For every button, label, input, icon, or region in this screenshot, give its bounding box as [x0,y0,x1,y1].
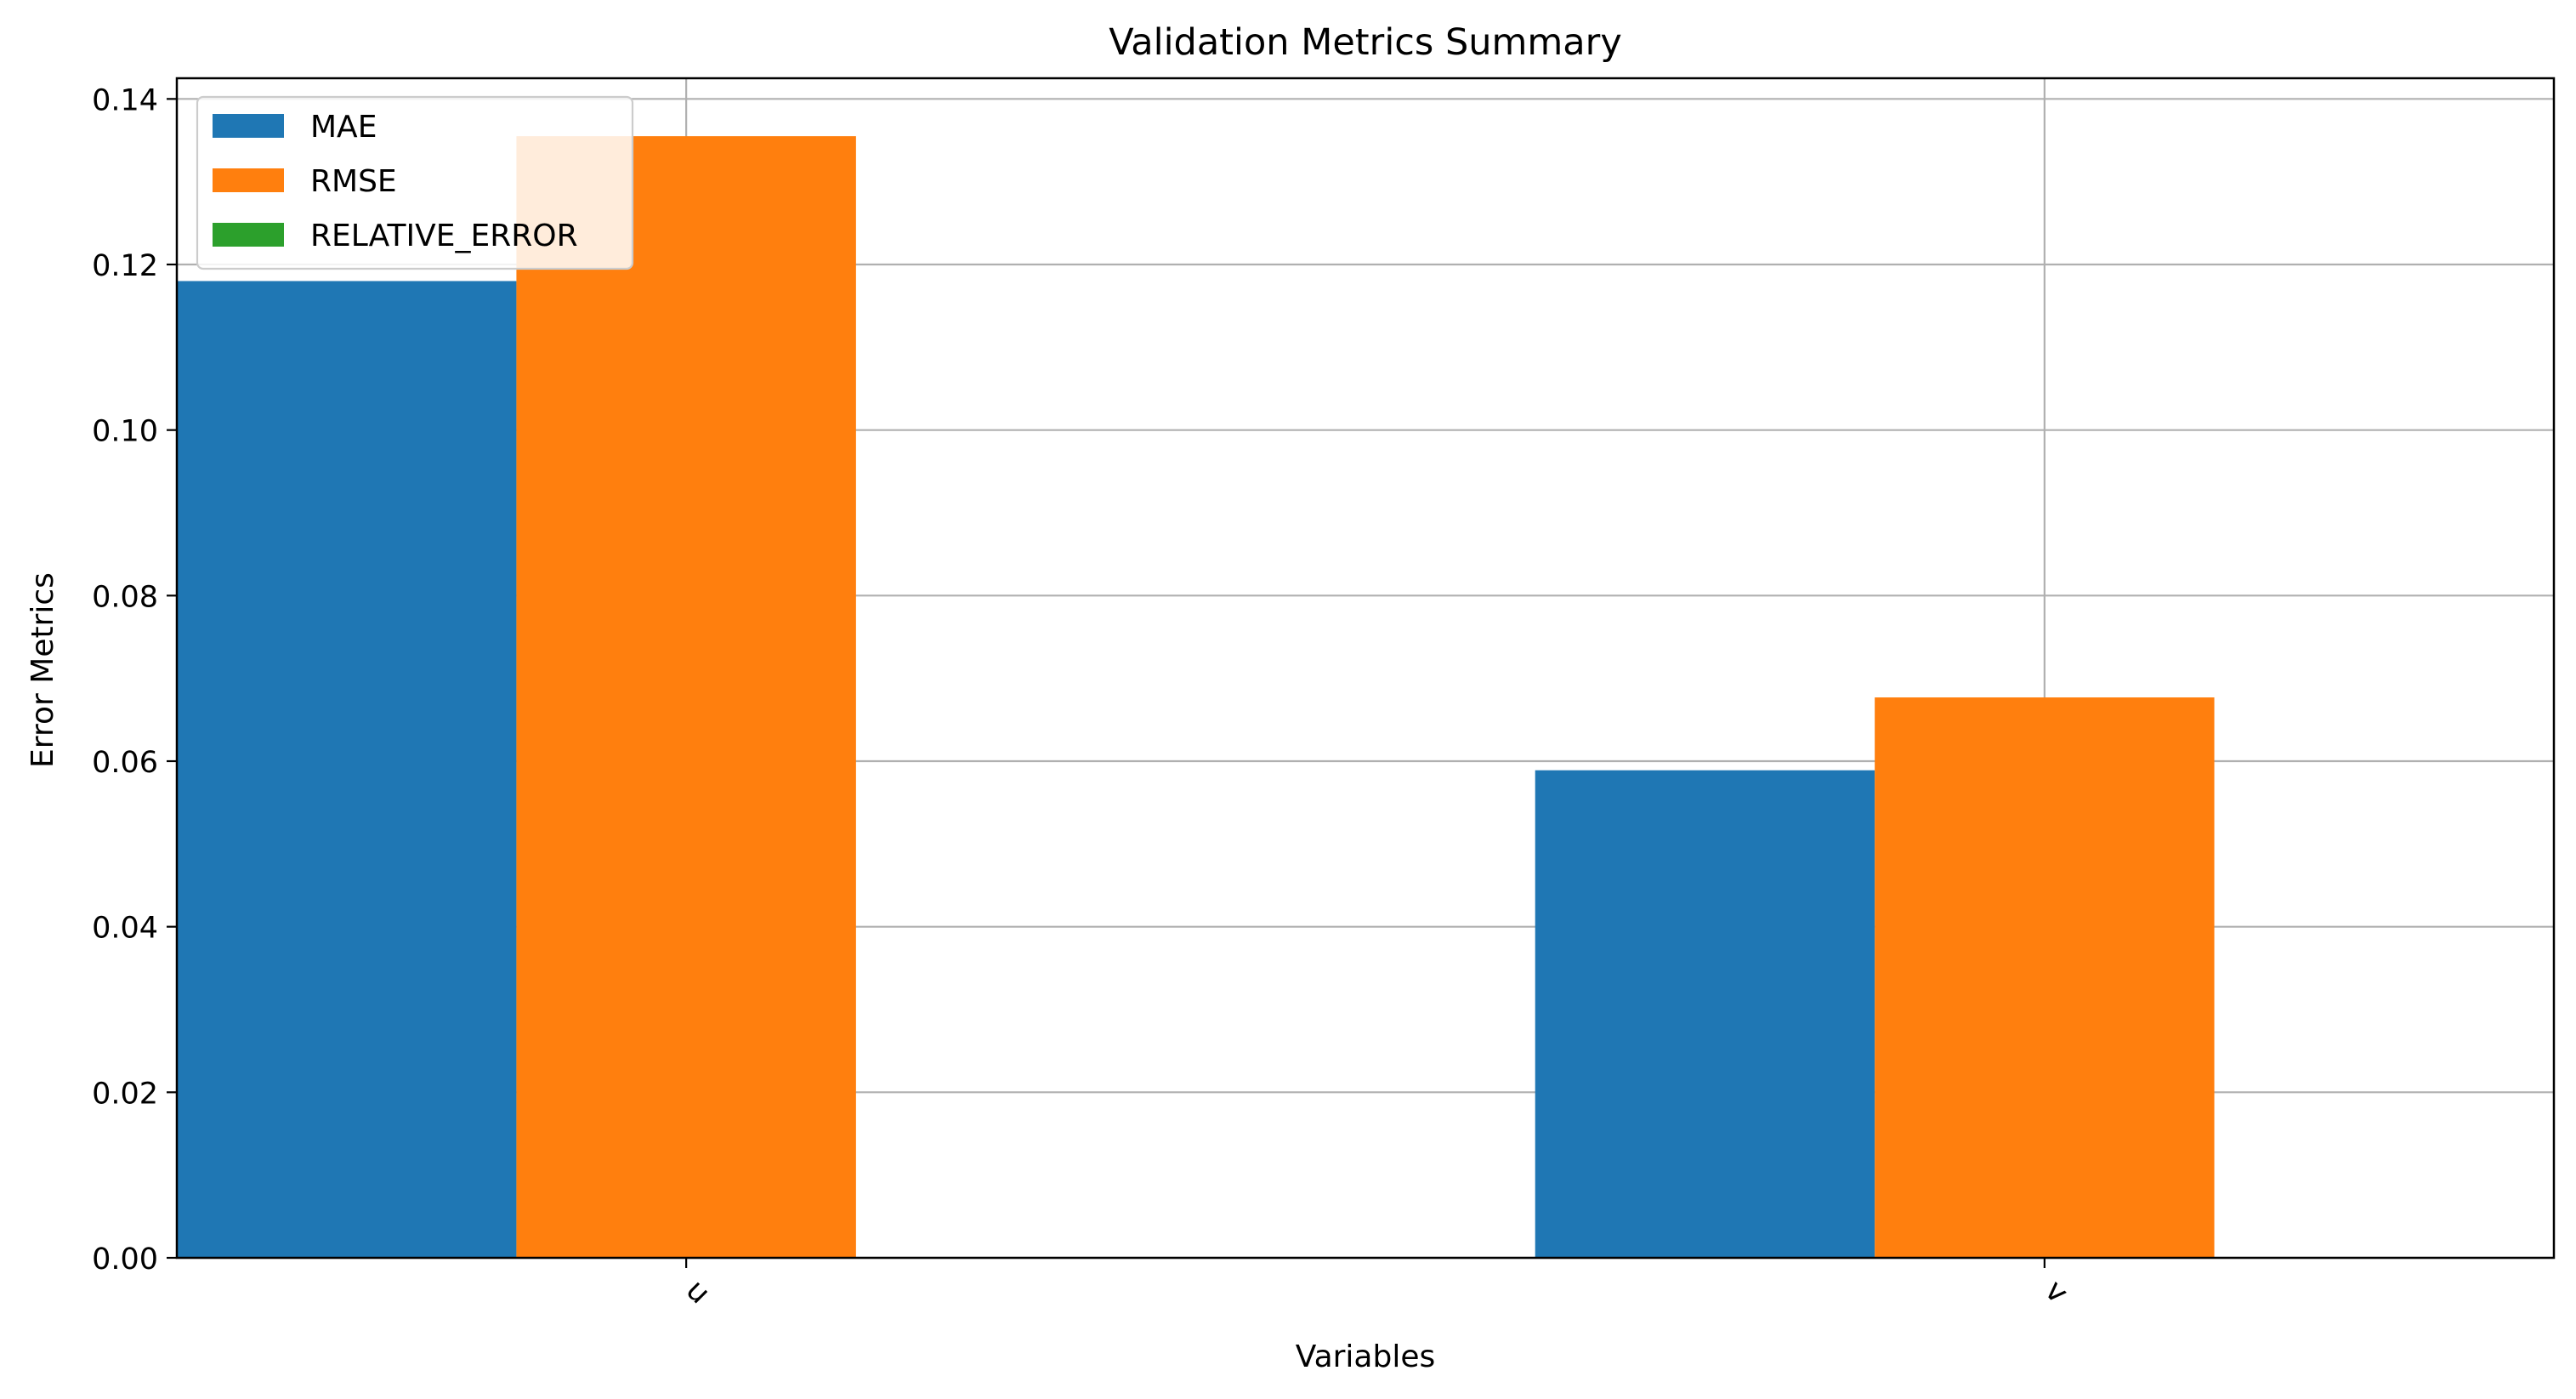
chart-title: Validation Metrics Summary [1109,21,1622,64]
legend-label: RELATIVE_ERROR [310,219,578,253]
legend-swatch [213,114,284,138]
legend-label: RMSE [310,164,397,199]
legend-swatch [213,168,284,192]
legend: MAE RMSE RELATIVE_ERROR [196,95,634,270]
plot-frame [175,77,2556,1260]
legend-swatch [213,223,284,247]
y-axis-ticks: 0.00 0.02 0.04 0.06 0.08 0.10 0.12 0.14 [92,83,177,1277]
legend-label: MAE [310,110,377,145]
y-tick-label: 0.08 [92,580,158,614]
y-tick-label: 0.10 [92,415,158,449]
y-tick-label: 0.04 [92,912,158,946]
bars [177,136,2215,1259]
y-tick-label: 0.14 [92,83,158,117]
bar-rmse-u [516,136,856,1259]
y-tick-label: 0.02 [92,1077,158,1111]
x-axis-label: Variables [1296,1339,1436,1374]
y-axis-label: Error Metrics [26,572,60,768]
bar-mae-u [177,281,517,1258]
bar-rmse-v [1875,697,2215,1258]
y-tick-label: 0.00 [92,1243,158,1277]
legend-box [196,95,634,270]
y-tick-label: 0.12 [92,249,158,283]
bar-mae-v [1535,770,1875,1258]
y-tick-label: 0.06 [92,746,158,780]
